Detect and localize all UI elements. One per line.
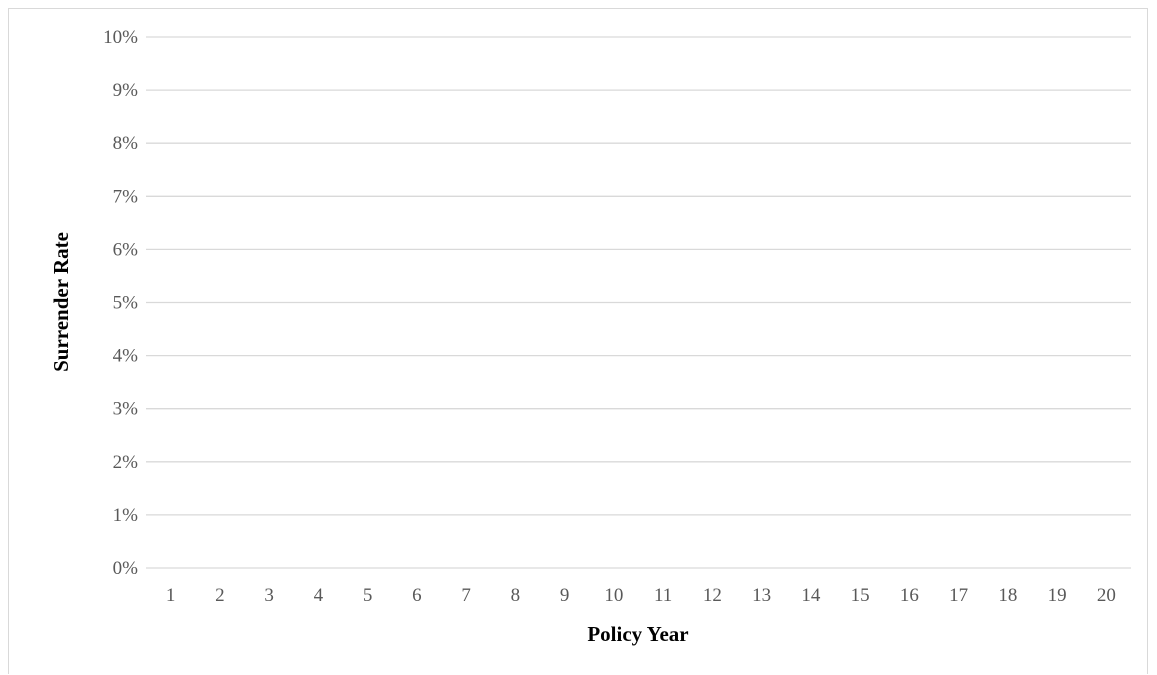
x-tick-label: 2 [215, 585, 225, 606]
x-tick-label: 12 [703, 585, 722, 606]
x-tick-label: 6 [412, 585, 422, 606]
x-tick-label: 15 [851, 585, 870, 606]
y-tick-label: 2% [113, 452, 139, 473]
x-tick-label: 14 [801, 585, 821, 606]
x-tick-label: 17 [949, 585, 968, 606]
x-tick-label: 1 [166, 585, 176, 606]
x-tick-label: 8 [511, 585, 521, 606]
y-tick-label: 3% [113, 399, 139, 420]
x-tick-label: 3 [264, 585, 274, 606]
x-tick-label: 11 [654, 585, 672, 606]
x-tick-label: 7 [461, 585, 471, 606]
y-tick-label: 5% [113, 293, 139, 314]
x-tick-label: 10 [604, 585, 623, 606]
x-axis-title: Policy Year [587, 622, 688, 646]
x-tick-label: 5 [363, 585, 373, 606]
y-tick-label: 10% [103, 27, 138, 48]
x-tick-label: 20 [1097, 585, 1116, 606]
x-tick-label: 4 [314, 585, 324, 606]
y-axis-title: Surrender Rate [49, 232, 73, 372]
x-tick-label: 13 [752, 585, 771, 606]
y-tick-labels: 0% 1% 2% 3% 4% 5% 6% 7% 8% 9% 10% [103, 27, 138, 579]
x-tick-label: 16 [900, 585, 919, 606]
y-tick-label: 7% [113, 186, 139, 207]
y-tick-label: 1% [113, 505, 139, 526]
chart-frame [8, 8, 1148, 674]
x-tick-labels: 1 2 3 4 5 6 7 8 9 10 11 12 13 14 15 16 17 18 19 20 [166, 585, 1116, 606]
x-tick-label: 9 [560, 585, 570, 606]
y-tick-label: 8% [113, 133, 139, 154]
x-tick-label: 19 [1048, 585, 1067, 606]
gridlines [146, 36, 1131, 569]
x-tick-label: 18 [998, 585, 1017, 606]
y-tick-label: 9% [113, 80, 139, 101]
y-tick-label: 0% [113, 558, 139, 579]
y-tick-label: 6% [113, 239, 139, 260]
y-tick-label: 4% [113, 346, 139, 367]
